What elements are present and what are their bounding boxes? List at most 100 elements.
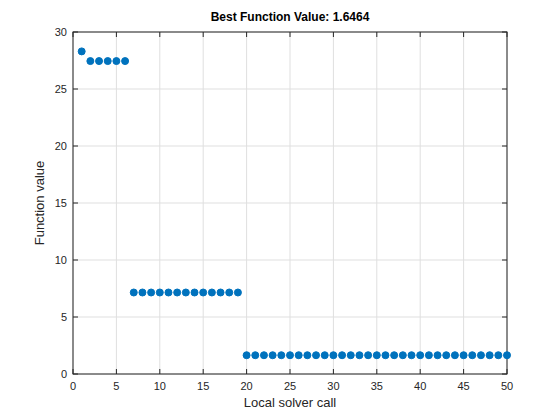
x-tick (203, 32, 204, 37)
point (356, 352, 363, 359)
point (96, 58, 103, 65)
grid-line (73, 89, 507, 90)
x-tick-label: 30 (327, 380, 339, 392)
x-tick (333, 369, 334, 374)
point (78, 48, 85, 55)
point (460, 352, 467, 359)
grid-line (73, 260, 507, 261)
x-tick (420, 32, 421, 37)
point (486, 352, 493, 359)
point (148, 289, 155, 296)
x-tick (507, 369, 508, 374)
point (200, 289, 207, 296)
point (122, 58, 129, 65)
point (226, 289, 233, 296)
y-tick (502, 203, 507, 204)
point (408, 352, 415, 359)
x-tick-label: 10 (154, 380, 166, 392)
y-tick (73, 317, 78, 318)
y-tick-label: 10 (55, 254, 67, 266)
y-tick (502, 146, 507, 147)
x-tick (463, 32, 464, 37)
point (321, 352, 328, 359)
x-tick-label: 45 (457, 380, 469, 392)
point (495, 352, 502, 359)
title: Best Function Value: 1.6464 (211, 10, 370, 24)
x-tick (333, 32, 334, 37)
x-tick (73, 369, 74, 374)
plot-area (73, 32, 507, 374)
y-tick-label: 30 (55, 26, 67, 38)
point (104, 58, 111, 65)
x-tick (159, 32, 160, 37)
point (287, 352, 294, 359)
y-tick-label: 20 (55, 140, 67, 152)
point (443, 352, 450, 359)
y-tick (73, 146, 78, 147)
y-tick (73, 203, 78, 204)
x-tick (290, 369, 291, 374)
x-tick (507, 32, 508, 37)
y-tick-label: 15 (55, 197, 67, 209)
x-tick (463, 369, 464, 374)
point (425, 352, 432, 359)
grid-line (73, 146, 507, 147)
axes-frame (73, 32, 507, 374)
y-tick (73, 89, 78, 90)
point (304, 352, 311, 359)
point (451, 352, 458, 359)
x-tick (246, 369, 247, 374)
point (504, 352, 511, 359)
point (434, 352, 441, 359)
y-tick-label: 0 (61, 368, 67, 380)
background (0, 0, 560, 420)
point (477, 352, 484, 359)
y-tick-label: 5 (61, 311, 67, 323)
point (469, 352, 476, 359)
x-tick-label: 35 (371, 380, 383, 392)
point (252, 352, 259, 359)
y-tick (73, 32, 78, 33)
x-tick-label: 5 (113, 380, 119, 392)
point (391, 352, 398, 359)
chart: 05101520253035404550051015202530Best Fun… (0, 0, 560, 420)
point (156, 289, 163, 296)
y-axis-label: Function value (32, 161, 47, 246)
point (113, 58, 120, 65)
x-tick-label: 40 (414, 380, 426, 392)
point (174, 289, 181, 296)
point (208, 289, 215, 296)
y-tick (502, 89, 507, 90)
x-tick (116, 32, 117, 37)
y-tick (502, 374, 507, 375)
x-tick-label: 0 (70, 380, 76, 392)
x-tick (73, 32, 74, 37)
x-tick (159, 369, 160, 374)
point (87, 58, 94, 65)
y-tick (73, 374, 78, 375)
grid (73, 32, 507, 374)
point (382, 352, 389, 359)
y-tick (502, 317, 507, 318)
data-points (78, 48, 510, 359)
point (139, 289, 146, 296)
point (269, 352, 276, 359)
page: {"chart_data": {"type": "scatter", "titl… (0, 0, 560, 420)
point (399, 352, 406, 359)
point (347, 352, 354, 359)
point (373, 352, 380, 359)
ticks: 05101520253035404550051015202530 (55, 26, 513, 392)
x-tick (376, 32, 377, 37)
point (217, 289, 224, 296)
x-tick (376, 369, 377, 374)
x-tick-label: 15 (197, 380, 209, 392)
point (182, 289, 189, 296)
x-tick-label: 25 (284, 380, 296, 392)
point (234, 289, 241, 296)
point (365, 352, 372, 359)
y-tick (502, 260, 507, 261)
point (165, 289, 172, 296)
grid-line (73, 203, 507, 204)
point (243, 352, 250, 359)
x-tick (290, 32, 291, 37)
